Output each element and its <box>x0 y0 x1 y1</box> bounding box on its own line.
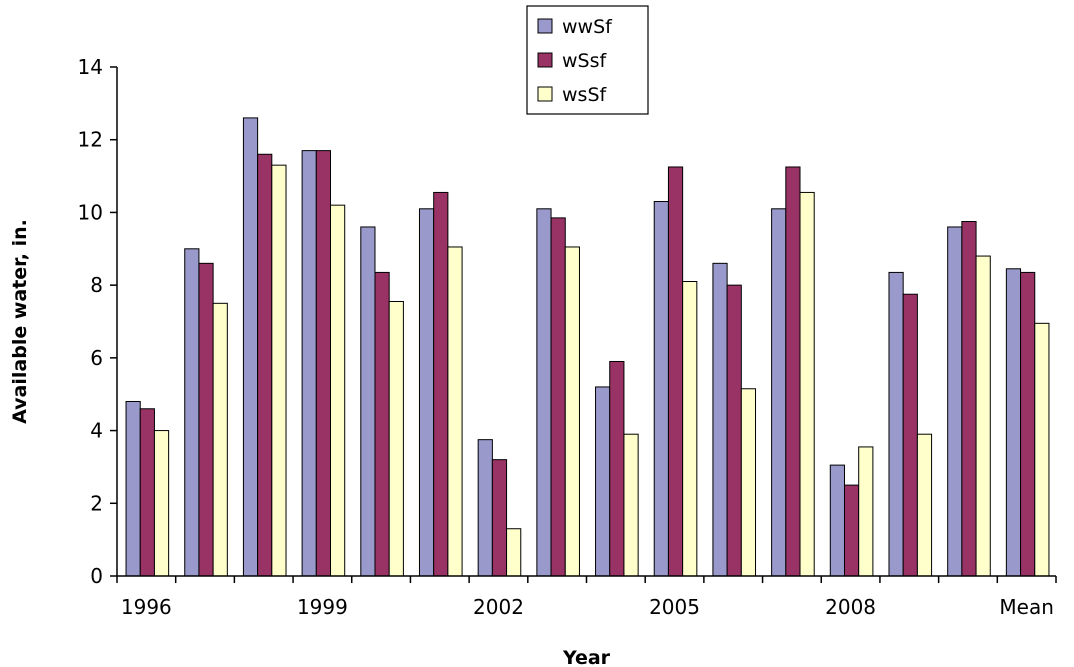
bar-wwSf-2007 <box>771 208 787 577</box>
bar-wsSf-2009 <box>916 433 933 577</box>
bar-wsSf-Mean <box>1034 322 1050 577</box>
bar-wsSf-2005 <box>682 281 698 577</box>
legend: wwSf wSsf wsSf <box>526 5 649 115</box>
bar-wwSf-2010 <box>947 226 963 577</box>
x-tick-label: Mean <box>999 595 1054 619</box>
bar-wsSf-2008 <box>858 446 874 577</box>
legend-items: wwSf wSsf wsSf <box>537 16 613 106</box>
x-ticks: 1996 1999 2002 2005 2008 Mean <box>116 576 1057 619</box>
bars-layer <box>125 117 1050 577</box>
y-axis-title: Available water, in. <box>9 219 31 424</box>
bar-wSsf-2008 <box>843 484 860 577</box>
x-tick-label: 1999 <box>297 595 348 619</box>
bar-wSsf-2007 <box>785 166 801 577</box>
bar-wsSf-1999 <box>330 204 346 577</box>
bar-wwSf-2002 <box>477 439 493 577</box>
bar-wsSf-2000 <box>388 301 404 577</box>
bar-wwSf-1996 <box>125 400 141 577</box>
bar-wSsf-1998 <box>257 153 273 577</box>
bar-wsSf-1997 <box>212 302 228 577</box>
y-tick-label: 10 <box>78 200 103 224</box>
bar-wSsf-2000 <box>374 271 390 577</box>
bar-wSsf-2004 <box>609 360 625 577</box>
bar-wSsf-2001 <box>433 191 449 577</box>
bar-wwSf-1998 <box>242 117 259 577</box>
bar-wSsf-2002 <box>491 459 508 577</box>
bar-wsSf-2007 <box>799 191 815 577</box>
legend-swatch-wwSf <box>537 18 553 34</box>
bar-wsSf-2001 <box>447 246 463 577</box>
bar-wwSf-2000 <box>360 226 376 577</box>
bar-wwSf-2005 <box>653 201 669 577</box>
bar-wwSf-1999 <box>301 150 317 577</box>
x-tick-label: 1996 <box>121 595 172 619</box>
bar-wwSf-2001 <box>418 208 435 577</box>
legend-swatch-wSsf <box>537 52 553 68</box>
bar-wwSf-2003 <box>536 208 552 577</box>
y-tick-label: 0 <box>90 564 103 588</box>
x-tick-label: 2008 <box>825 595 876 619</box>
bar-wSsf-1997 <box>198 262 214 577</box>
y-tick-label: 8 <box>90 273 103 297</box>
y-tick-label: 2 <box>90 491 103 515</box>
bar-wwSf-Mean <box>1005 268 1022 577</box>
bar-wsSf-2010 <box>975 255 991 577</box>
bar-wSsf-2005 <box>667 166 684 577</box>
y-tick-label: 4 <box>90 419 103 443</box>
bar-wSsf-1999 <box>315 150 332 577</box>
bar-wsSf-2003 <box>564 246 580 577</box>
y-ticks: 0 2 4 6 8 10 12 14 <box>78 55 117 588</box>
bar-wwSf-2009 <box>888 271 904 577</box>
bar-wsSf-2002 <box>506 528 522 577</box>
legend-label-wsSf: wsSf <box>562 84 607 106</box>
y-tick-label: 14 <box>78 55 103 79</box>
bar-wSsf-2006 <box>726 284 742 577</box>
bar-wSsf-2003 <box>550 217 566 577</box>
y-tick-label: 6 <box>90 346 103 370</box>
y-tick-label: 12 <box>78 128 103 152</box>
legend-swatch-wsSf <box>537 86 553 102</box>
bar-wSsf-2010 <box>961 221 977 577</box>
bar-wsSf-2006 <box>740 388 757 577</box>
bar-wwSf-2006 <box>712 262 728 577</box>
bar-wSsf-2009 <box>902 293 918 577</box>
bar-wSsf-1996 <box>139 408 155 577</box>
bar-wsSf-1996 <box>153 430 170 577</box>
legend-label-wwSf: wwSf <box>562 16 613 38</box>
bar-wSsf-Mean <box>1020 271 1036 577</box>
bar-wwSf-2008 <box>829 464 845 577</box>
x-tick-label: 2005 <box>649 595 700 619</box>
x-tick-label: 2002 <box>473 595 524 619</box>
bar-wwSf-2004 <box>595 386 611 577</box>
bar-wsSf-1998 <box>271 164 287 577</box>
bar-wwSf-1997 <box>184 248 200 577</box>
x-axis-title: Year <box>562 647 611 667</box>
bar-wsSf-2004 <box>623 433 639 577</box>
legend-label-wSsf: wSsf <box>562 50 607 72</box>
